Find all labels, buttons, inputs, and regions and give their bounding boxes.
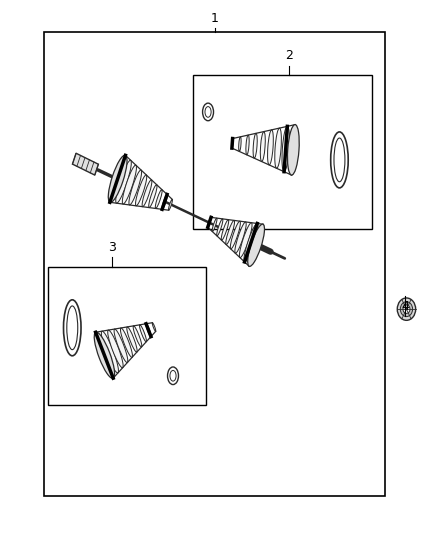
Ellipse shape <box>253 133 257 158</box>
Ellipse shape <box>248 224 265 266</box>
Ellipse shape <box>170 370 176 381</box>
Ellipse shape <box>152 322 156 332</box>
Ellipse shape <box>116 160 131 203</box>
Ellipse shape <box>239 137 241 151</box>
Ellipse shape <box>212 218 217 232</box>
Ellipse shape <box>205 107 211 117</box>
Ellipse shape <box>287 125 299 175</box>
Ellipse shape <box>122 165 137 204</box>
Ellipse shape <box>67 306 78 350</box>
Ellipse shape <box>235 222 246 253</box>
Ellipse shape <box>146 324 151 337</box>
Text: 4: 4 <box>401 300 409 313</box>
Ellipse shape <box>226 220 235 245</box>
Ellipse shape <box>244 223 258 262</box>
Bar <box>72 153 99 175</box>
Ellipse shape <box>135 175 147 206</box>
Text: 1: 1 <box>211 12 219 25</box>
Ellipse shape <box>403 305 410 313</box>
Ellipse shape <box>331 132 348 188</box>
Bar <box>48 266 206 405</box>
Ellipse shape <box>260 132 265 161</box>
Ellipse shape <box>127 327 137 352</box>
Ellipse shape <box>231 139 233 148</box>
Ellipse shape <box>108 155 127 203</box>
Ellipse shape <box>217 219 223 236</box>
Ellipse shape <box>334 138 345 182</box>
Ellipse shape <box>275 128 281 168</box>
Ellipse shape <box>64 300 81 356</box>
Ellipse shape <box>268 130 273 165</box>
Ellipse shape <box>202 103 213 121</box>
Ellipse shape <box>120 328 132 358</box>
Text: 3: 3 <box>108 241 116 254</box>
Ellipse shape <box>129 170 141 205</box>
Ellipse shape <box>169 199 173 210</box>
Ellipse shape <box>95 332 114 378</box>
Ellipse shape <box>140 325 146 342</box>
Ellipse shape <box>397 298 416 320</box>
Ellipse shape <box>168 367 179 385</box>
Ellipse shape <box>289 125 297 175</box>
Ellipse shape <box>246 135 249 155</box>
Ellipse shape <box>101 331 119 373</box>
Ellipse shape <box>230 221 240 249</box>
Ellipse shape <box>155 190 162 208</box>
Ellipse shape <box>114 329 128 362</box>
Ellipse shape <box>133 326 142 347</box>
Ellipse shape <box>148 184 157 208</box>
Text: 2: 2 <box>285 50 293 62</box>
Ellipse shape <box>248 224 264 266</box>
Ellipse shape <box>221 220 229 240</box>
Ellipse shape <box>94 332 115 378</box>
Ellipse shape <box>162 195 167 209</box>
Bar <box>193 75 372 229</box>
Ellipse shape <box>142 180 152 207</box>
Bar <box>44 32 385 496</box>
Ellipse shape <box>108 330 123 368</box>
Ellipse shape <box>240 223 252 257</box>
Ellipse shape <box>109 155 126 203</box>
Ellipse shape <box>208 217 211 227</box>
Ellipse shape <box>282 126 290 172</box>
Ellipse shape <box>400 302 413 317</box>
